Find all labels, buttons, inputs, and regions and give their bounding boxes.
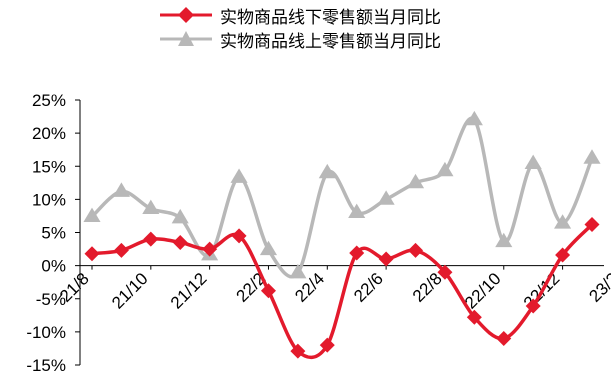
data-point-online (465, 110, 483, 126)
legend-item-online: 实物商品线上零售额当月同比 (158, 27, 441, 52)
data-point-online (142, 199, 160, 215)
data-point-online (171, 208, 189, 224)
data-point-online (348, 203, 366, 219)
y-tick-label: -5% (36, 290, 66, 309)
data-point-online (524, 154, 542, 169)
y-tick-label: 25% (32, 91, 66, 110)
y-tick-label: 0% (41, 257, 66, 276)
data-point-offline (349, 245, 365, 261)
data-point-offline (290, 343, 306, 359)
data-point-offline (555, 247, 571, 263)
y-tick-label: -15% (26, 356, 66, 375)
legend: 实物商品线下零售额当月同比 实物商品线上零售额当月同比 (158, 3, 441, 52)
data-point-online (83, 207, 101, 222)
legend-item-offline: 实物商品线下零售额当月同比 (158, 3, 441, 28)
data-point-offline (172, 234, 188, 250)
x-tick-label: 21/10 (108, 269, 152, 313)
data-point-online (289, 263, 307, 279)
data-point-online (377, 190, 395, 205)
data-point-offline (84, 246, 100, 262)
series-line-offline (91, 223, 594, 359)
y-tick-label: -10% (26, 323, 66, 342)
data-point-online (112, 182, 130, 197)
data-point-online (495, 232, 513, 248)
data-point-offline (408, 242, 424, 258)
x-tick-label: 22/2 (232, 269, 269, 306)
data-point-offline (202, 241, 218, 257)
series-line-online (90, 116, 594, 279)
legend-label-online: 实物商品线上零售额当月同比 (220, 31, 441, 52)
data-point-online (259, 240, 278, 256)
data-point-offline (143, 231, 159, 247)
x-tick-label: 23/2 (585, 269, 611, 306)
y-tick-label: 5% (41, 224, 66, 243)
legend-marker-online (160, 31, 212, 46)
x-tick-label: 21/12 (167, 269, 211, 313)
y-tick-label: 15% (32, 157, 66, 176)
legend-label-offline: 实物商品线下零售额当月同比 (220, 7, 441, 28)
data-point-online (554, 214, 572, 229)
data-point-offline (466, 309, 482, 325)
data-point-offline (231, 228, 247, 244)
y-tick-label: 20% (32, 124, 66, 143)
legend-marker-offline (160, 7, 212, 23)
data-point-online (318, 163, 336, 179)
data-point-offline (113, 242, 129, 258)
data-point-online (436, 161, 454, 177)
data-point-offline (496, 331, 512, 346)
data-point-offline (584, 217, 600, 233)
data-point-offline (525, 298, 541, 314)
data-point-offline (437, 264, 453, 280)
y-tick-label: 10% (32, 190, 66, 209)
data-point-online (230, 168, 248, 183)
x-tick-label: 22/6 (350, 269, 387, 306)
data-point-online (406, 173, 425, 189)
data-point-offline (378, 251, 394, 267)
data-point-offline (319, 337, 335, 353)
data-point-offline (260, 283, 276, 299)
data-point-online (583, 149, 601, 164)
